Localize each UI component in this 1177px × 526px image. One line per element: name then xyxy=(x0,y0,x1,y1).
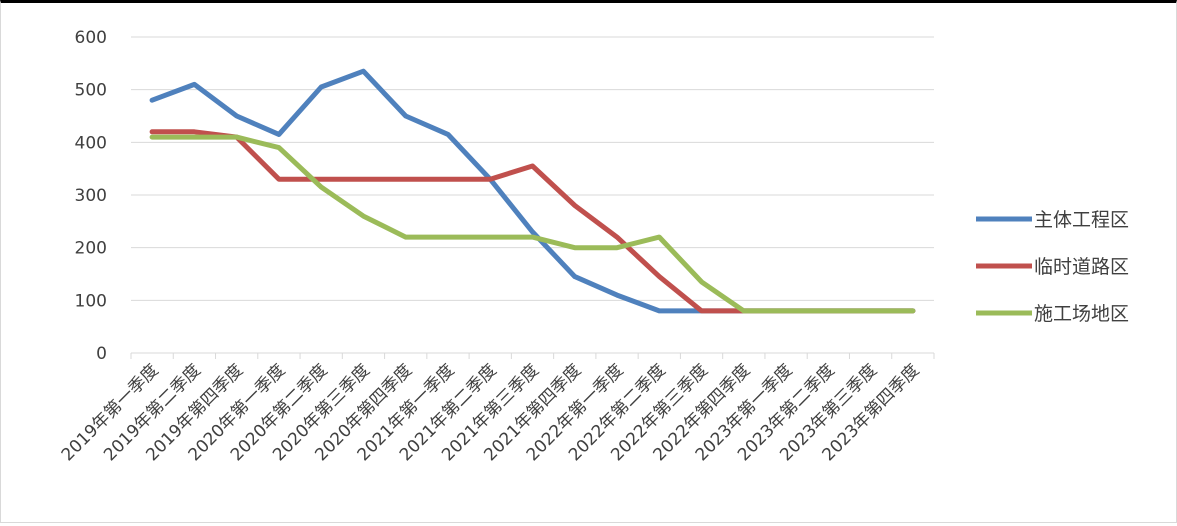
series-line-2 xyxy=(149,129,916,314)
gridlines xyxy=(131,36,934,354)
y-tick-label: 500 xyxy=(75,81,107,101)
series-line-1 xyxy=(149,68,916,314)
y-tick-label: 100 xyxy=(75,291,107,311)
legend-label: 临时道路区 xyxy=(1034,256,1129,278)
y-tick-label: 300 xyxy=(75,186,107,206)
x-axis: 2019年第一季度2019年第二季度2019年第四季度2020年第一季度2020… xyxy=(58,353,935,465)
y-tick-label: 200 xyxy=(75,239,107,259)
legend-label: 主体工程区 xyxy=(1034,209,1129,231)
series-lines xyxy=(149,68,916,314)
y-tick-label: 0 xyxy=(96,344,107,364)
series-line-3 xyxy=(149,134,916,314)
y-tick-label: 400 xyxy=(75,133,107,153)
line-chart: 0 100 200 300 400 500 600 2019年第一季度2019年第二季度20… xyxy=(58,28,1129,465)
y-tick-label: 600 xyxy=(75,28,107,48)
y-axis: 0 100 200 300 400 500 600 xyxy=(75,28,107,364)
legend-label: 施工场地区 xyxy=(1034,303,1129,325)
